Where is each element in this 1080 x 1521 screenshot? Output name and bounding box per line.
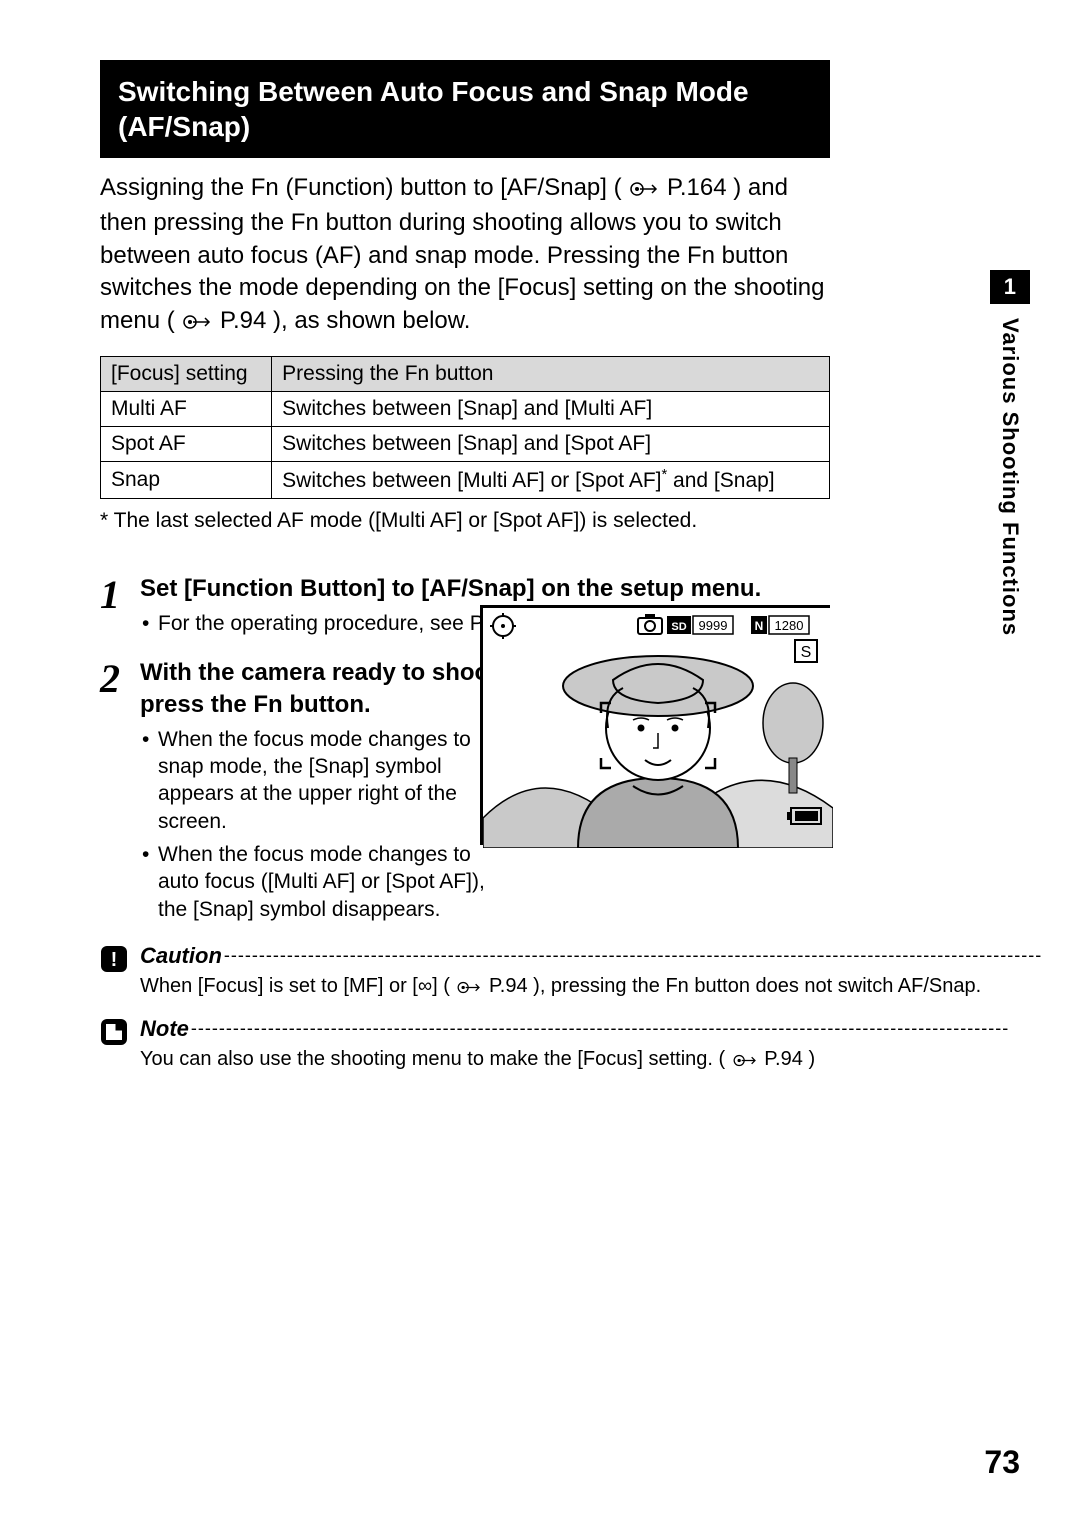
note-label: Note	[140, 1016, 189, 1042]
step-bullet: When the focus mode changes to snap mode…	[140, 726, 510, 835]
intro-text-3: ), as shown below.	[273, 307, 470, 334]
caution-text: When [Focus] is set to [MF] or [∞] ( P.9…	[140, 973, 1042, 1002]
table-row: Snap Switches between [Multi AF] or [Spo…	[101, 461, 830, 498]
svg-text:1280: 1280	[775, 618, 804, 633]
step-title: With the camera ready to shoot, press th…	[140, 657, 520, 719]
table-cell: Switches between [Snap] and [Spot AF]	[272, 426, 830, 461]
note-text: You can also use the shooting menu to ma…	[140, 1046, 1009, 1075]
caution-callout: ! Caution ------------------------------…	[100, 943, 830, 1002]
table-header-col2: Pressing the Fn button	[272, 356, 830, 391]
section-title: Switching Between Auto Focus and Snap Mo…	[100, 60, 830, 158]
svg-text:9999: 9999	[699, 618, 728, 633]
svg-text:N: N	[755, 619, 764, 633]
intro-paragraph: Assigning the Fn (Function) button to [A…	[100, 172, 830, 340]
lcd-preview-illustration: SD 9999 N 1280 S	[480, 605, 830, 845]
step-bullet: When the focus mode changes to auto focu…	[140, 841, 510, 923]
caution-icon: !	[100, 943, 140, 1002]
table-footnote: * The last selected AF mode ([Multi AF] …	[100, 509, 830, 533]
focus-table: [Focus] setting Pressing the Fn button M…	[100, 356, 830, 499]
reference-icon	[733, 1049, 757, 1075]
table-cell: Switches between [Multi AF] or [Spot AF]…	[272, 461, 830, 498]
note-icon	[100, 1016, 140, 1075]
step-number: 2	[100, 657, 140, 928]
note-callout: Note -----------------------------------…	[100, 1016, 830, 1075]
step-number: 1	[100, 573, 140, 643]
chapter-side-tab: 1 Various Shooting Functions	[990, 270, 1030, 636]
svg-text:S: S	[801, 644, 812, 661]
step-title: Set [Function Button] to [AF/Snap] on th…	[140, 573, 830, 604]
table-cell: Spot AF	[101, 426, 272, 461]
intro-text-1: Assigning the Fn (Function) button to [A…	[100, 174, 622, 201]
table-cell: Multi AF	[101, 391, 272, 426]
svg-text:SD: SD	[671, 621, 686, 633]
table-row: Multi AF Switches between [Snap] and [Mu…	[101, 391, 830, 426]
reference-icon	[183, 308, 211, 340]
reference-icon	[457, 976, 481, 1002]
caution-label: Caution	[140, 943, 222, 969]
svg-text:!: !	[111, 949, 118, 971]
chapter-number: 1	[990, 270, 1030, 304]
intro-ref-2: P.94	[220, 307, 266, 334]
table-row: Spot AF Switches between [Snap] and [Spo…	[101, 426, 830, 461]
intro-ref-1: P.164	[667, 174, 727, 201]
table-header-col1: [Focus] setting	[101, 356, 272, 391]
dashes: ----------------------------------------…	[222, 945, 1042, 966]
table-cell: Snap	[101, 461, 272, 498]
page-number: 73	[984, 1444, 1020, 1481]
chapter-title: Various Shooting Functions	[997, 318, 1023, 636]
dashes: ----------------------------------------…	[189, 1018, 1009, 1039]
table-cell: Switches between [Snap] and [Multi AF]	[272, 391, 830, 426]
reference-icon	[630, 175, 658, 207]
